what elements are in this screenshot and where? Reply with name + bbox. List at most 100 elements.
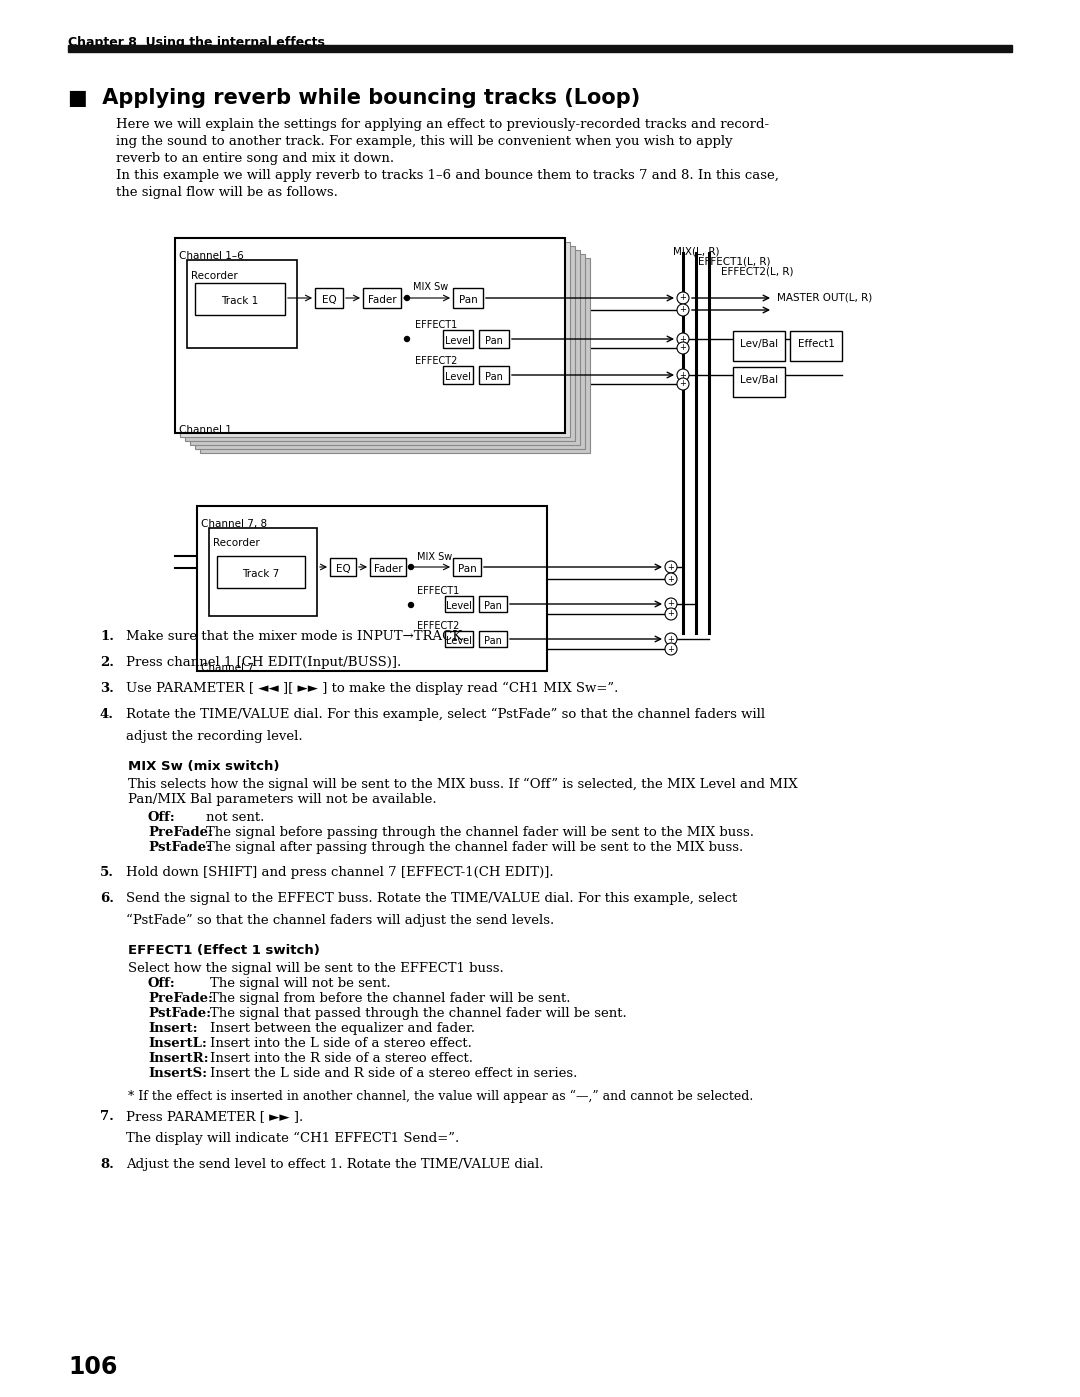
Circle shape [665,598,677,610]
Text: 1.: 1. [100,630,114,643]
Bar [733,367,785,397]
Bar [445,597,473,612]
Bar [187,260,297,348]
Text: Lev/Bal: Lev/Bal [740,339,778,349]
Bar [443,366,473,384]
Text: +: + [679,293,687,303]
Text: The signal that passed through the channel fader will be sent.: The signal that passed through the chann… [210,1007,626,1020]
Text: Level: Level [445,372,471,381]
Text: EFFECT1: EFFECT1 [417,585,459,597]
Text: Chapter 8  Using the internal effects: Chapter 8 Using the internal effects [68,36,325,49]
Text: 6.: 6. [100,893,114,905]
Text: EFFECT2(L, R): EFFECT2(L, R) [721,265,794,277]
Text: Pan: Pan [485,372,503,381]
Text: Insert the L side and R side of a stereo effect in series.: Insert the L side and R side of a stereo… [210,1067,578,1080]
Text: Level: Level [446,601,472,610]
Text: reverb to an entire song and mix it down.: reverb to an entire song and mix it down… [116,152,394,165]
Circle shape [405,337,409,341]
Text: Use PARAMETER [ ◄◄ ][ ►► ] to make the display read “CH1 MIX Sw=”.: Use PARAMETER [ ◄◄ ][ ►► ] to make the d… [126,682,619,696]
Circle shape [677,342,689,353]
Text: EQ: EQ [322,295,336,305]
Text: Select how the signal will be sent to the EFFECT1 buss.: Select how the signal will be sent to th… [129,963,503,975]
Bar [195,284,285,314]
Text: MASTER OUT(L, R): MASTER OUT(L, R) [777,292,873,302]
Bar [330,557,356,576]
Text: Hold down [SHIFT] and press channel 7 [EFFECT-1(CH EDIT)].: Hold down [SHIFT] and press channel 7 [E… [126,866,554,879]
Circle shape [665,608,677,620]
Text: The display will indicate “CH1 EFFECT1 Send=”.: The display will indicate “CH1 EFFECT1 S… [126,1132,459,1146]
Circle shape [408,564,414,570]
Text: PstFade:: PstFade: [148,841,211,854]
Text: Insert:: Insert: [148,1023,198,1035]
Text: Insert into the R side of a stereo effect.: Insert into the R side of a stereo effec… [210,1052,473,1065]
Bar [175,237,565,433]
Text: Press channel 1 [CH EDIT(Input/BUSS)].: Press channel 1 [CH EDIT(Input/BUSS)]. [126,657,402,669]
Circle shape [665,573,677,585]
Bar [315,288,343,307]
Bar [217,556,305,588]
Circle shape [665,643,677,655]
Text: Channel 1: Channel 1 [179,425,232,434]
Text: Pan: Pan [485,337,503,346]
Circle shape [677,332,689,345]
Text: Make sure that the mixer mode is INPUT→TRACK.: Make sure that the mixer mode is INPUT→T… [126,630,467,643]
Bar [789,331,842,360]
Text: +: + [679,334,687,344]
Text: the signal flow will be as follows.: the signal flow will be as follows. [116,186,338,198]
Text: 106: 106 [68,1355,118,1379]
Text: +: + [667,574,674,584]
Text: EFFECT1: EFFECT1 [415,320,457,330]
Text: Effect1: Effect1 [797,339,835,349]
Bar [453,288,483,307]
Bar [190,250,580,446]
Text: EFFECT1(L, R): EFFECT1(L, R) [698,256,770,265]
Text: Pan: Pan [484,636,502,645]
Text: ing the sound to another track. For example, this will be convenient when you wi: ing the sound to another track. For exam… [116,136,732,148]
Bar [480,597,507,612]
Text: Pan: Pan [459,295,477,305]
Bar [443,330,473,348]
Text: 2.: 2. [100,657,114,669]
Text: Pan/MIX Bal parameters will not be available.: Pan/MIX Bal parameters will not be avail… [129,793,436,806]
Text: InsertS:: InsertS: [148,1067,207,1080]
Text: Lev/Bal: Lev/Bal [740,374,778,386]
Text: Channel 7: Channel 7 [201,664,254,673]
Text: Pan: Pan [458,564,476,574]
Bar [68,45,1012,52]
Text: PreFade:: PreFade: [148,826,213,840]
Text: not sent.: not sent. [206,812,265,824]
Text: +: + [679,306,687,314]
Text: Off:: Off: [148,977,176,990]
Text: MIX(L, R): MIX(L, R) [673,246,719,256]
Text: 7.: 7. [100,1111,113,1123]
Text: Level: Level [445,337,471,346]
Text: The signal after passing through the channel fader will be sent to the MIX buss.: The signal after passing through the cha… [206,841,743,854]
Text: Adjust the send level to effect 1. Rotate the TIME/VALUE dial.: Adjust the send level to effect 1. Rotat… [126,1158,543,1171]
Text: In this example we will apply reverb to tracks 1–6 and bounce them to tracks 7 a: In this example we will apply reverb to … [116,169,779,182]
Bar [185,246,575,441]
Text: Track 1: Track 1 [221,296,258,306]
Text: +: + [667,599,674,609]
Bar [180,242,570,437]
Circle shape [408,602,414,608]
Bar [480,631,507,647]
Text: +: + [679,344,687,352]
Circle shape [677,379,689,390]
Bar [733,331,785,360]
Text: MIX Sw: MIX Sw [413,282,448,292]
Text: Level: Level [446,636,472,645]
Text: adjust the recording level.: adjust the recording level. [126,731,302,743]
Circle shape [665,562,677,573]
Text: Insert into the L side of a stereo effect.: Insert into the L side of a stereo effec… [210,1037,472,1051]
Text: Off:: Off: [148,812,176,824]
Circle shape [677,292,689,305]
Text: MIX Sw (mix switch): MIX Sw (mix switch) [129,760,280,773]
Text: ■  Applying reverb while bouncing tracks (Loop): ■ Applying reverb while bouncing tracks … [68,88,640,108]
Text: Track 7: Track 7 [242,569,280,578]
Text: Channel 1–6: Channel 1–6 [179,251,244,261]
Text: Rotate the TIME/VALUE dial. For this example, select “PstFade” so that the chann: Rotate the TIME/VALUE dial. For this exa… [126,708,765,721]
Text: Recorder: Recorder [191,271,238,281]
Text: EFFECT2: EFFECT2 [417,622,459,631]
Text: +: + [679,380,687,388]
Text: +: + [667,609,674,619]
